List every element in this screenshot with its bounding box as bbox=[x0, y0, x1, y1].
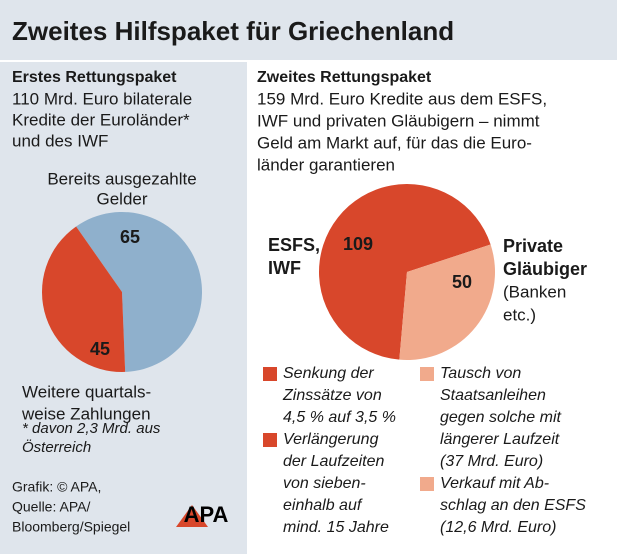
source: Quelle: APA/ bbox=[12, 499, 90, 515]
legend-swatch bbox=[263, 367, 277, 381]
text-line: 159 Mrd. Euro Kredite aus dem ESFS, bbox=[257, 89, 547, 108]
pie-slice bbox=[76, 212, 203, 372]
slice-label: Gelder bbox=[96, 189, 147, 208]
logo: APA bbox=[184, 502, 229, 527]
source: Bloomberg/Spiegel bbox=[12, 519, 130, 535]
legend-text: (12,6 Mrd. Euro) bbox=[440, 519, 556, 536]
text-line: IWF und privaten Gläubigern – nimmt bbox=[257, 111, 540, 130]
legend-text: Verkauf mit Ab- bbox=[440, 475, 549, 492]
legend-swatch bbox=[420, 477, 434, 491]
legend-text: einhalb auf bbox=[283, 497, 363, 514]
legend-text: gegen solche mit bbox=[440, 409, 562, 426]
legend-text: (37 Mrd. Euro) bbox=[440, 453, 543, 470]
logo-mark bbox=[176, 505, 208, 527]
data-label: 45 bbox=[90, 339, 110, 359]
slice-label: Weitere quartals- bbox=[22, 382, 151, 401]
heading: Zweites Rettungspaket bbox=[257, 69, 432, 86]
legend-text: Zinssätze von bbox=[282, 387, 382, 404]
data-label: 109 bbox=[343, 234, 373, 254]
legend-text: schlag an den ESFS bbox=[440, 497, 586, 514]
slice-label: Bereits ausgezahlte bbox=[47, 169, 196, 188]
pie-slice bbox=[399, 244, 495, 360]
legend-text: mind. 15 Jahre bbox=[283, 519, 389, 536]
title: Zweites Hilfspaket für Griechenland bbox=[12, 16, 454, 46]
slice-label: etc.) bbox=[503, 305, 536, 324]
legend-text: Tausch von bbox=[440, 365, 521, 382]
footnote: Österreich bbox=[22, 438, 91, 456]
pie-slice bbox=[319, 184, 491, 360]
footnote: * davon 2,3 Mrd. aus bbox=[22, 420, 161, 437]
legend-text: der Laufzeiten bbox=[283, 453, 385, 470]
heading: Erstes Rettungspaket bbox=[12, 69, 177, 86]
slice-label: ESFS, bbox=[268, 235, 320, 255]
legend-swatch bbox=[420, 367, 434, 381]
slice-label: Private bbox=[503, 236, 563, 256]
data-label: 65 bbox=[120, 227, 140, 247]
slice-label: (Banken bbox=[503, 282, 566, 301]
slice-label: weise Zahlungen bbox=[21, 404, 151, 423]
legend-text: 4,5 % auf 3,5 % bbox=[283, 409, 396, 426]
slice-label: IWF bbox=[268, 258, 301, 278]
text-line: Kredite der Euroländer* bbox=[12, 110, 190, 129]
text-line: und des IWF bbox=[12, 131, 108, 150]
legend-swatch bbox=[263, 433, 277, 447]
pie-slice bbox=[42, 226, 126, 372]
legend-text: Senkung der bbox=[283, 365, 374, 382]
data-label: 50 bbox=[452, 272, 472, 292]
legend-text: längerer Laufzeit bbox=[440, 431, 560, 448]
text-line: Geld am Markt auf, für das die Euro- bbox=[257, 133, 532, 152]
text-line: 110 Mrd. Euro bilaterale bbox=[12, 89, 192, 108]
text-line: länder garantieren bbox=[257, 155, 395, 174]
legend-text: Verlängerung bbox=[283, 431, 379, 448]
slice-label: Gläubiger bbox=[503, 259, 587, 279]
legend-text: von sieben- bbox=[283, 475, 366, 492]
legend-text: Staatsanleihen bbox=[440, 387, 546, 404]
source: Grafik: © APA, bbox=[12, 479, 101, 495]
